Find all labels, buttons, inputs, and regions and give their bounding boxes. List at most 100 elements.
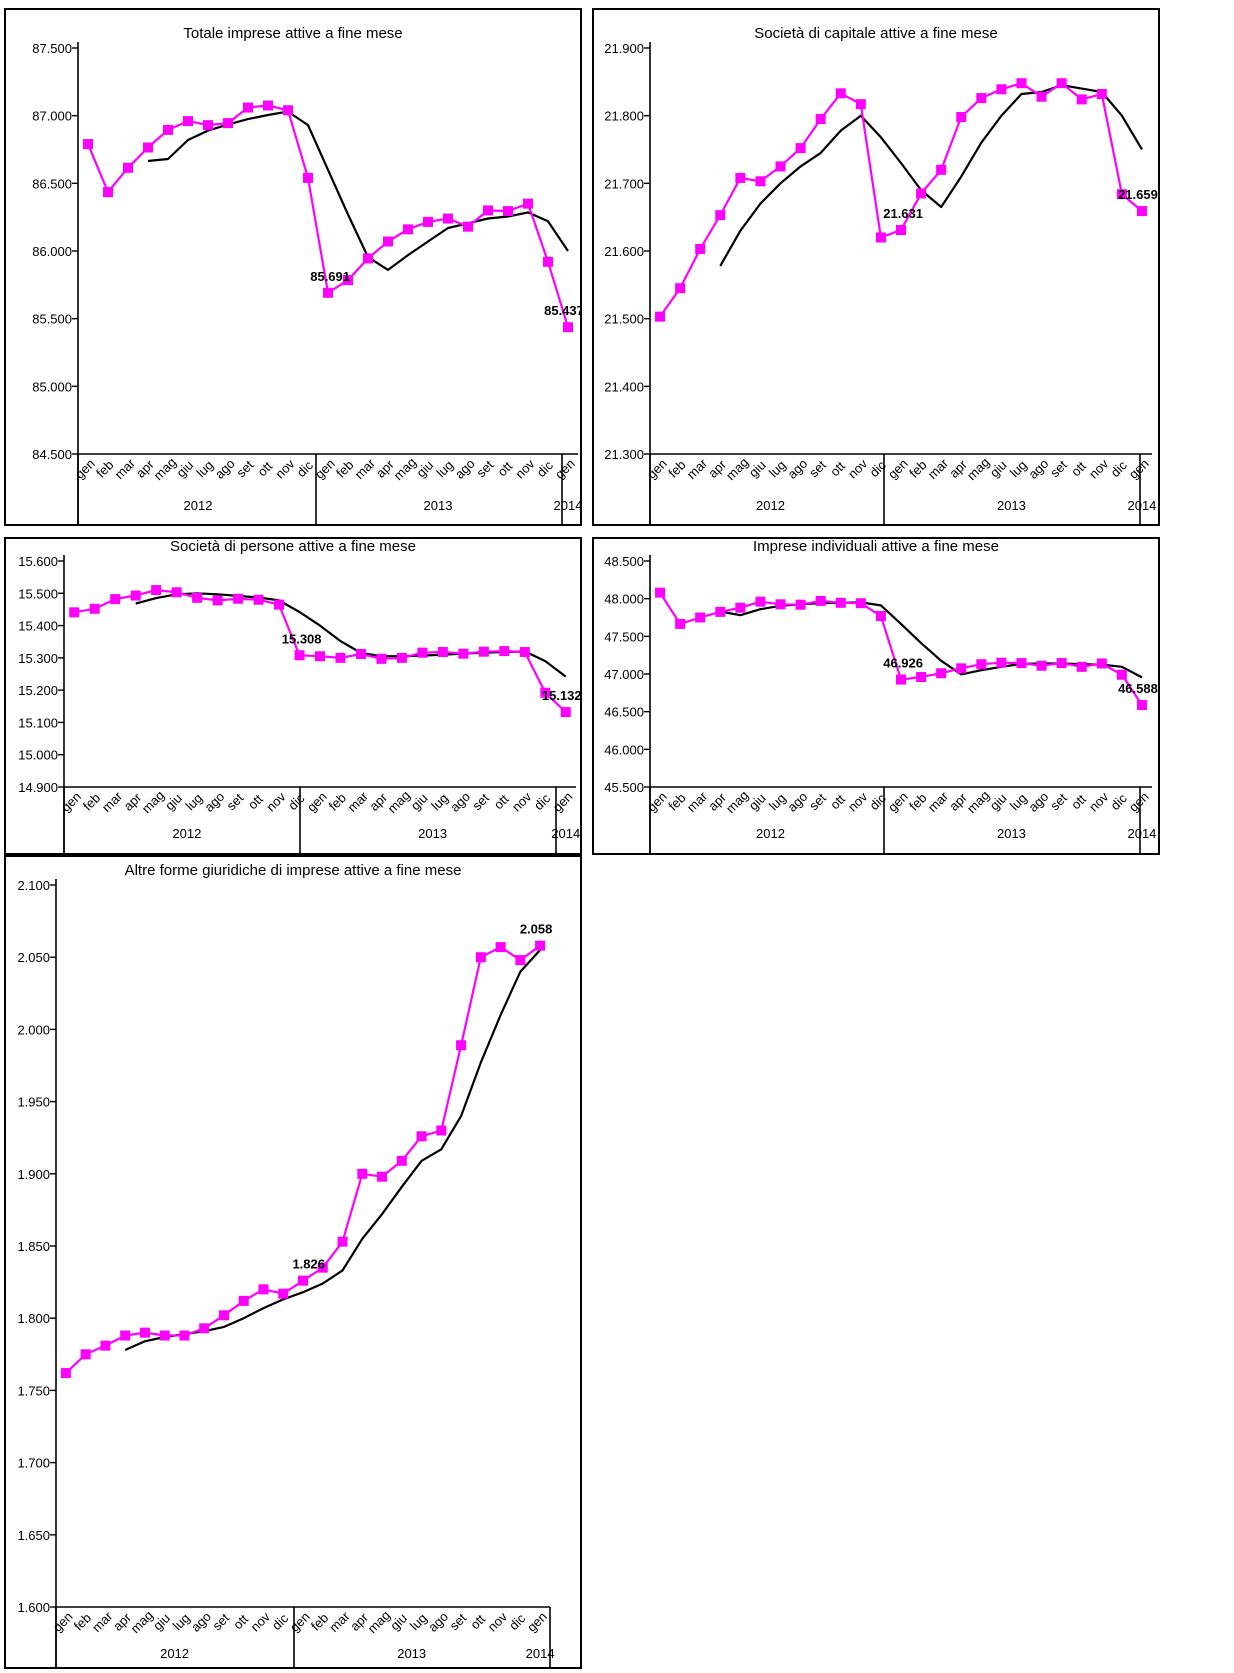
x-tick-label: dic <box>531 790 554 813</box>
year-label: 2012 <box>756 498 785 513</box>
year-label: 2013 <box>997 498 1026 513</box>
data-point <box>437 647 448 658</box>
data-point <box>1016 658 1027 669</box>
data-point <box>875 232 886 243</box>
data-point <box>376 653 387 664</box>
chart-panel-persone: Società di persone attive a fine mese 14.… <box>4 537 582 855</box>
y-tick-label: 85.000 <box>32 379 72 394</box>
data-point <box>199 1323 210 1334</box>
year-label: 2013 <box>418 826 447 841</box>
x-tick-label: dic <box>534 457 557 480</box>
data-point <box>417 647 428 658</box>
y-tick-label: 48.500 <box>604 554 644 569</box>
chart-panel-totale: Totale imprese attive a fine mese 84.500 8… <box>4 8 582 526</box>
data-point <box>423 216 433 227</box>
year-label: 2012 <box>160 1646 189 1661</box>
x-tick-label: set <box>806 790 829 813</box>
x-tick-label: ott <box>467 1611 488 1632</box>
data-point <box>218 1310 229 1321</box>
data-label: 85.691 <box>310 269 350 284</box>
chart-title: Società di persone attive a fine mese <box>170 539 416 555</box>
data-point <box>337 1236 348 1247</box>
chart-svg: Totale imprese attive a fine mese 84.500 8… <box>32 25 580 524</box>
x-tick-label: lug <box>766 790 789 813</box>
data-point <box>775 599 786 610</box>
data-point <box>956 663 967 674</box>
data-point <box>278 1288 289 1299</box>
data-point <box>243 102 253 113</box>
data-point <box>996 84 1007 95</box>
data-point <box>815 114 826 125</box>
x-tick-label: ott <box>1068 791 1089 812</box>
y-tick-label: 87.500 <box>32 41 72 56</box>
chart-title: Società di capitale attive a fine mese <box>754 25 997 42</box>
data-point <box>263 100 273 111</box>
y-tick-label: 86.500 <box>32 176 72 191</box>
y-tick-label: 1.750 <box>17 1383 50 1398</box>
series-line <box>659 82 1143 318</box>
chart-title: Altre forme giuridiche di imprese attive… <box>125 862 462 879</box>
y-tick-label: 15.000 <box>18 748 58 763</box>
data-point <box>1056 78 1067 89</box>
data-point <box>735 602 746 613</box>
data-point <box>543 256 553 267</box>
data-point <box>540 687 551 698</box>
data-point <box>383 236 393 247</box>
data-point <box>755 176 766 187</box>
x-tick-label: set <box>1047 790 1070 813</box>
data-point <box>775 161 786 172</box>
y-tick-label: 47.000 <box>604 667 644 682</box>
year-label: 2013 <box>424 498 453 513</box>
x-tick-label: gen <box>552 456 578 482</box>
data-point <box>695 243 706 254</box>
data-point <box>283 105 293 116</box>
year-label: 2014 <box>554 498 580 513</box>
x-tick-label: lug <box>766 457 789 480</box>
data-point <box>478 646 489 657</box>
data-label: 21.631 <box>883 206 923 221</box>
data-point <box>715 210 726 221</box>
data-point <box>976 93 987 104</box>
x-tick-label: gen <box>1126 789 1152 815</box>
data-point <box>458 648 469 659</box>
chart-svg: Altre forme giuridiche di imprese attive… <box>17 862 555 1667</box>
x-tick-label: giu <box>987 457 1010 480</box>
data-point <box>303 172 313 183</box>
x-tick-label: lug <box>182 790 205 813</box>
x-tick-label: set <box>473 457 496 480</box>
x-tick-label: ott <box>827 791 848 812</box>
data-point <box>171 587 182 598</box>
data-point <box>815 595 826 606</box>
data-point <box>233 593 244 604</box>
data-point <box>795 143 806 154</box>
year-label: 2014 <box>1127 498 1156 513</box>
data-point <box>560 707 571 718</box>
x-tick-label: gen <box>524 1609 550 1635</box>
x-tick-label: giu <box>162 790 185 813</box>
chart-panel-altre: Altre forme giuridiche di imprese attive… <box>4 855 582 1669</box>
data-point <box>1056 658 1067 669</box>
series-line <box>65 944 541 1374</box>
data-label: 1.826 <box>292 1257 325 1272</box>
data-point <box>110 594 121 605</box>
y-tick-label: 15.100 <box>18 715 58 730</box>
data-point <box>151 585 162 596</box>
y-tick-label: 14.900 <box>18 780 58 795</box>
y-tick-label: 1.800 <box>17 1311 50 1326</box>
data-point <box>212 595 223 606</box>
x-tick-label: feb <box>326 790 349 813</box>
data-point <box>69 607 80 618</box>
data-point <box>396 652 407 663</box>
y-tick-label: 2.050 <box>17 950 50 965</box>
year-label: 2014 <box>551 826 580 841</box>
y-tick-label: 1.850 <box>17 1239 50 1254</box>
x-tick-label: giu <box>746 790 769 813</box>
y-tick-label: 84.500 <box>32 447 72 462</box>
x-tick-label: dic <box>1108 457 1131 480</box>
data-point <box>795 599 806 610</box>
y-tick-label: 86.000 <box>32 244 72 259</box>
year-label: 2012 <box>172 826 201 841</box>
y-tick-label: 46.000 <box>604 742 644 757</box>
y-tick-label: 21.500 <box>604 312 644 327</box>
data-point <box>976 659 987 670</box>
